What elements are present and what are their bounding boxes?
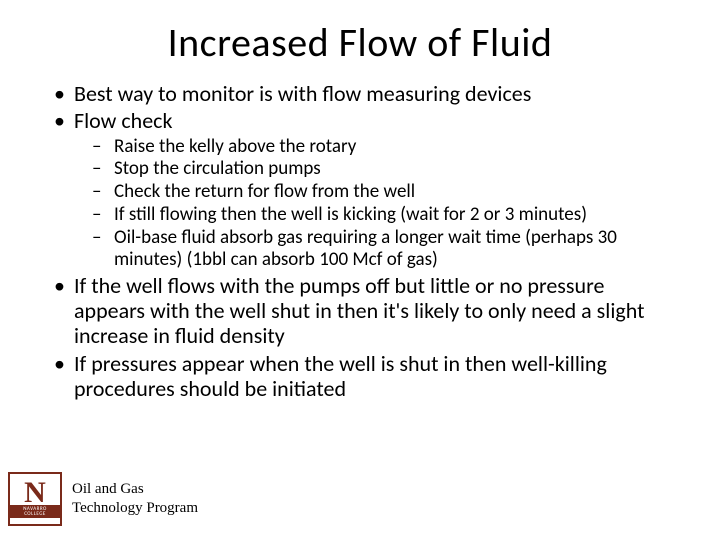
sub-bullet-text: Stop the circulation pumps: [114, 157, 321, 180]
logo-band: NAVARRO COLLEGE: [10, 505, 60, 518]
bullet-item: Best way to monitor is with flow measuri…: [48, 81, 672, 106]
sub-bullet-item: Oil-base fluid absorb gas requiring a lo…: [88, 227, 672, 271]
bullet-text: Best way to monitor is with flow measuri…: [74, 80, 531, 107]
bullet-item: Flow check Raise the kelly above the rot…: [48, 108, 672, 270]
sub-bullet-text: Check the return for flow from the well: [114, 180, 415, 203]
bullet-item: If the well flows with the pumps off but…: [48, 273, 672, 349]
bullet-item: If pressures appear when the well is shu…: [48, 351, 672, 402]
sub-bullet-text: Raise the kelly above the rotary: [114, 135, 356, 158]
sub-bullet-item: If still flowing then the well is kickin…: [88, 204, 672, 226]
footer-text: Oil and Gas Technology Program: [72, 480, 198, 518]
sub-bullet-item: Stop the circulation pumps: [88, 158, 672, 180]
footer-line1: Oil and Gas: [72, 480, 198, 499]
sub-bullet-text: Oil-base fluid absorb gas requiring a lo…: [114, 226, 617, 271]
logo-letter: N: [24, 480, 46, 506]
slide-container: Increased Flow of Fluid Best way to moni…: [0, 0, 720, 540]
navarro-logo: N NAVARRO COLLEGE: [8, 472, 62, 526]
slide-title: Increased Flow of Fluid: [48, 18, 672, 67]
sub-bullet-list: Raise the kelly above the rotary Stop th…: [88, 136, 672, 271]
bullet-text: If the well flows with the pumps off but…: [74, 272, 644, 350]
sub-bullet-item: Check the return for flow from the well: [88, 181, 672, 203]
logo-line2: COLLEGE: [24, 511, 46, 517]
bullet-text: If pressures appear when the well is shu…: [74, 350, 607, 402]
sub-bullet-item: Raise the kelly above the rotary: [88, 136, 672, 158]
footer-line2: Technology Program: [72, 499, 198, 518]
sub-bullet-text: If still flowing then the well is kickin…: [114, 203, 587, 226]
bullet-list: Best way to monitor is with flow measuri…: [48, 81, 672, 401]
bullet-text: Flow check: [74, 107, 172, 134]
slide-footer: N NAVARRO COLLEGE Oil and Gas Technology…: [8, 472, 198, 526]
